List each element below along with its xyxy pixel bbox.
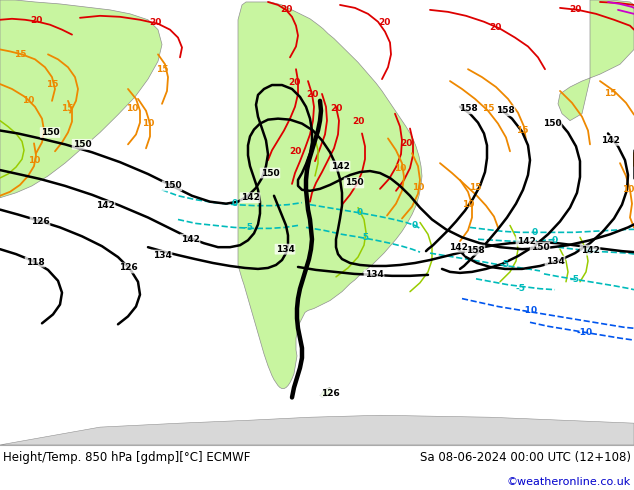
Text: 15: 15	[515, 126, 528, 135]
Text: 10: 10	[142, 119, 154, 128]
Text: 20: 20	[569, 5, 581, 14]
Text: Height/Temp. 850 hPa [gdmp][°C] ECMWF: Height/Temp. 850 hPa [gdmp][°C] ECMWF	[3, 451, 250, 464]
Text: -10: -10	[577, 328, 593, 337]
Text: 158: 158	[458, 104, 477, 113]
Text: 126: 126	[321, 389, 339, 398]
Polygon shape	[320, 388, 332, 397]
Text: 10: 10	[412, 183, 424, 193]
Text: 134: 134	[153, 250, 171, 260]
Text: 0: 0	[552, 236, 558, 245]
Text: 0: 0	[232, 199, 238, 208]
Text: 0: 0	[532, 228, 538, 237]
Text: 158: 158	[465, 245, 484, 255]
Text: Sa 08-06-2024 00:00 UTC (12+108): Sa 08-06-2024 00:00 UTC (12+108)	[420, 451, 631, 464]
Text: 10: 10	[28, 156, 40, 165]
Text: 126: 126	[30, 217, 49, 226]
Text: 142: 142	[600, 136, 619, 145]
Text: 126: 126	[119, 264, 138, 272]
Text: 150: 150	[345, 178, 363, 187]
Text: 134: 134	[365, 270, 384, 279]
Text: -5: -5	[243, 223, 253, 232]
Text: 0: 0	[412, 221, 418, 230]
Text: 15: 15	[61, 104, 74, 113]
Text: 20: 20	[306, 91, 318, 99]
Text: 20: 20	[280, 5, 292, 14]
Text: 142: 142	[449, 243, 467, 252]
Text: 150: 150	[41, 128, 60, 137]
Text: -10: -10	[522, 306, 538, 315]
Text: -5: -5	[500, 261, 510, 270]
Text: -5: -5	[570, 275, 580, 284]
Text: 134: 134	[546, 257, 564, 266]
Text: 15: 15	[482, 104, 495, 113]
Text: 20: 20	[352, 117, 364, 126]
Text: 142: 142	[330, 162, 349, 171]
Text: 134: 134	[276, 245, 294, 254]
Text: 142: 142	[181, 235, 200, 244]
Text: 20: 20	[330, 104, 342, 113]
Text: 20: 20	[30, 16, 42, 25]
Text: 15: 15	[604, 90, 616, 98]
Text: -5: -5	[515, 284, 525, 293]
Text: 20: 20	[400, 139, 412, 148]
Text: 15: 15	[46, 79, 58, 89]
Text: 20: 20	[149, 18, 161, 27]
Text: 10: 10	[622, 185, 634, 195]
Text: 10: 10	[126, 104, 138, 113]
Text: 118: 118	[25, 258, 44, 267]
Text: 15: 15	[14, 50, 26, 59]
Polygon shape	[0, 0, 162, 198]
Polygon shape	[558, 0, 634, 121]
Text: 10: 10	[394, 164, 406, 172]
Text: 20: 20	[378, 18, 390, 27]
Polygon shape	[238, 2, 422, 389]
Text: 142: 142	[517, 237, 536, 246]
Polygon shape	[0, 415, 634, 445]
Text: 0: 0	[357, 208, 363, 217]
Text: ©weatheronline.co.uk: ©weatheronline.co.uk	[507, 477, 631, 487]
Text: 158: 158	[496, 106, 514, 115]
Text: 10: 10	[22, 97, 34, 105]
Text: 15: 15	[156, 65, 168, 74]
Text: 142: 142	[96, 201, 115, 210]
Text: 0: 0	[587, 246, 593, 256]
Text: 20: 20	[288, 77, 300, 87]
Text: 20: 20	[289, 147, 301, 156]
Text: 150: 150	[531, 243, 549, 252]
Text: 142: 142	[581, 245, 599, 255]
Text: 150: 150	[261, 169, 280, 177]
Text: 150: 150	[73, 140, 91, 149]
Text: -5: -5	[360, 233, 370, 242]
Text: 15: 15	[469, 183, 481, 193]
Text: 150: 150	[543, 119, 561, 128]
Text: 150: 150	[163, 181, 181, 191]
Text: 20: 20	[489, 23, 501, 32]
Text: 10: 10	[462, 200, 474, 209]
Text: 142: 142	[240, 193, 259, 202]
